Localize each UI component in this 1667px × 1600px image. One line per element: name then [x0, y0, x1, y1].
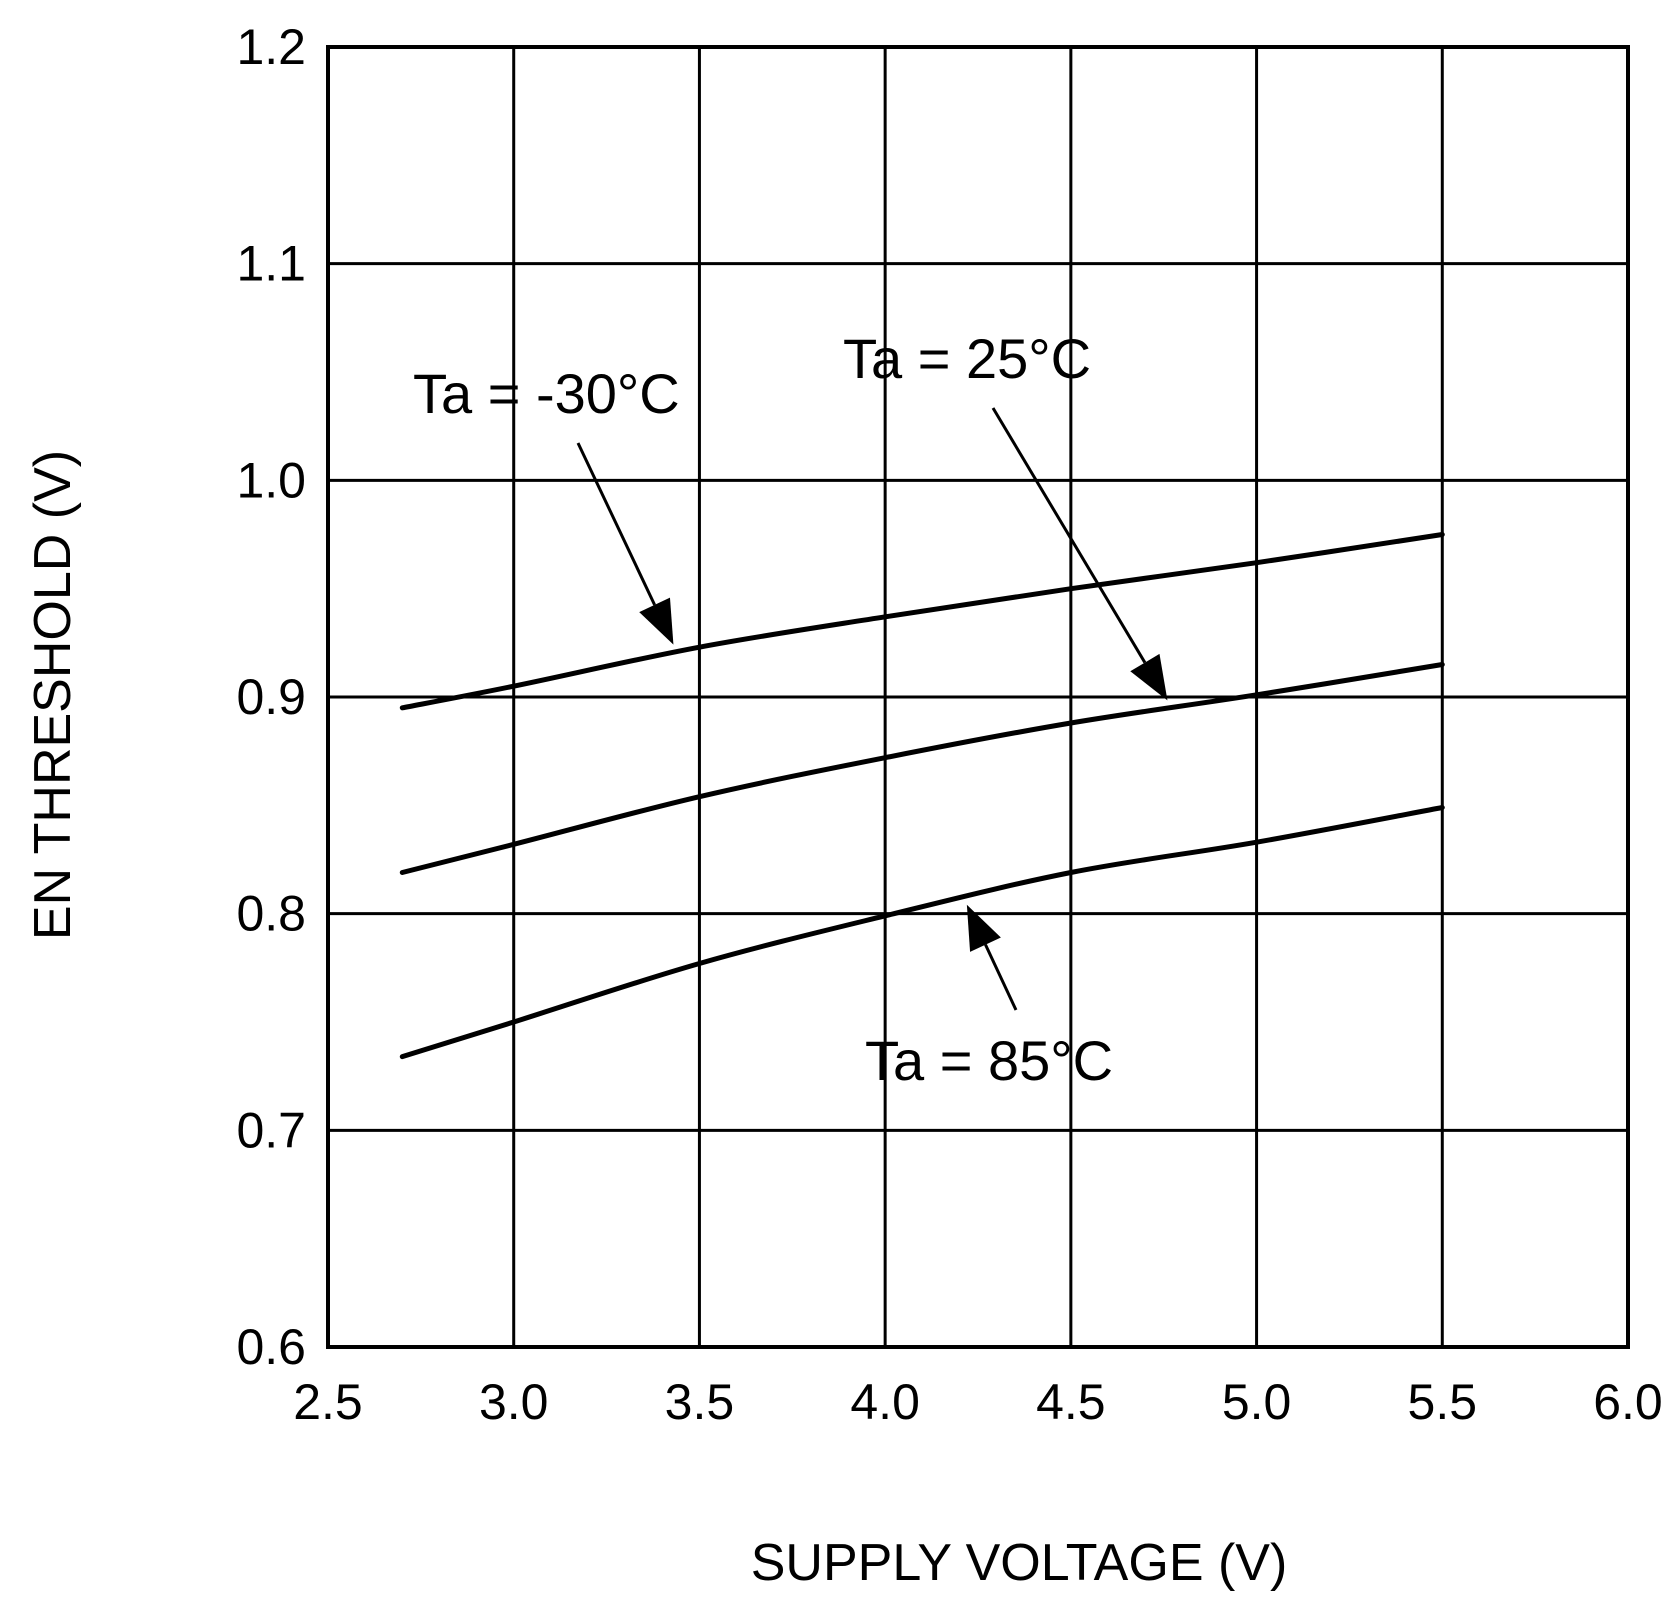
series-line-2: [399, 805, 1445, 1060]
annotation-arrow-head: [639, 597, 674, 645]
annotation-arrow-line: [576, 442, 656, 606]
x-tick-label: 6.0: [1593, 1374, 1663, 1430]
x-tick-label: 5.5: [1408, 1374, 1478, 1430]
series-annotation-label: Ta = -30°C: [413, 362, 680, 425]
annotations: Ta = -30°C Ta = 25°C Ta = 85°C: [413, 327, 1168, 1092]
annotation-arrow-line: [984, 943, 1018, 1011]
y-tick-label: 1.1: [236, 236, 306, 292]
x-tick-label: 2.5: [293, 1374, 363, 1430]
x-tick-label: 4.0: [850, 1374, 920, 1430]
series-lines: [399, 532, 1445, 1060]
y-tick-labels: 0.6 0.7 0.8 0.9 1.0 1.1 1.2: [236, 19, 306, 1375]
y-tick-label: 0.9: [236, 669, 306, 725]
series-line-1: [399, 662, 1445, 875]
annotation-arrow-line: [991, 407, 1147, 664]
y-tick-label: 1.2: [236, 19, 306, 75]
annotation-arrow-head: [966, 904, 1001, 952]
grid: [326, 45, 1630, 1349]
series-annotation-label: Ta = 25°C: [843, 327, 1091, 390]
y-tick-label: 0.6: [236, 1319, 306, 1375]
series-annotation-label: Ta = 85°C: [865, 1029, 1113, 1092]
x-tick-label: 3.5: [665, 1374, 735, 1430]
series-line-0: [399, 532, 1445, 711]
x-tick-label: 4.5: [1036, 1374, 1106, 1430]
y-tick-label: 0.8: [236, 886, 306, 942]
x-tick-label: 3.0: [479, 1374, 549, 1430]
annotation-arrow-head: [1130, 653, 1168, 701]
x-axis-label: SUPPLY VOLTAGE (V): [751, 1534, 1288, 1592]
y-tick-label: 0.7: [236, 1102, 306, 1158]
x-tick-labels: 2.5 3.0 3.5 4.0 4.5 5.0 5.5 6.0: [293, 1374, 1663, 1430]
y-tick-label: 1.0: [236, 452, 306, 508]
y-axis-label: EN THRESHOLD (V): [24, 450, 82, 940]
plot-frame: [326, 45, 1630, 1349]
x-tick-label: 5.0: [1222, 1374, 1292, 1430]
